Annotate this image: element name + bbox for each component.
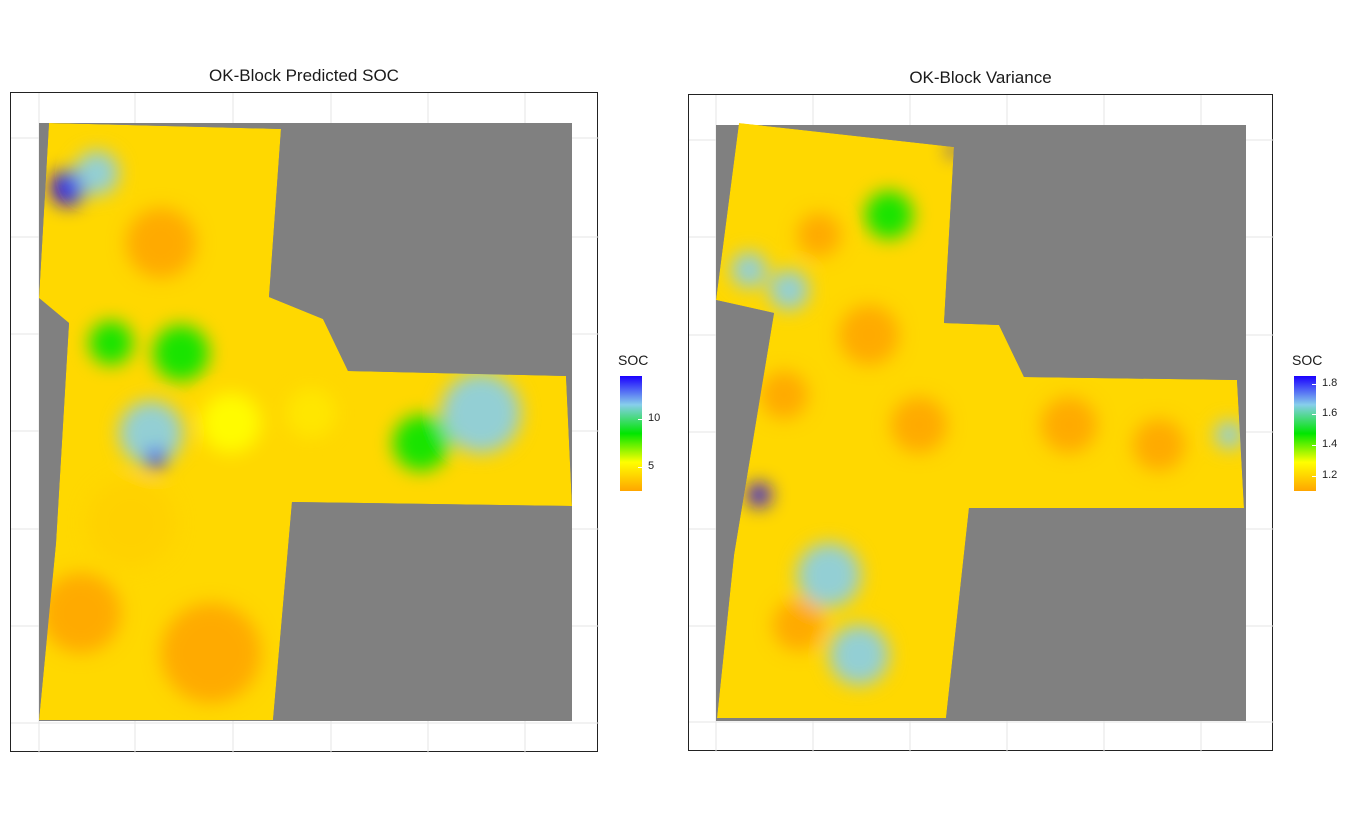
surface-patch: [1215, 421, 1243, 449]
right-legend-title: SOC: [1292, 352, 1323, 368]
field-surface: [39, 123, 572, 720]
surface-patch: [126, 208, 196, 278]
surface-patch: [146, 449, 166, 469]
surface-patch: [891, 397, 947, 453]
surface-patch: [829, 625, 889, 685]
legend-tick-label: 1.8: [1322, 376, 1338, 389]
surface-patch: [773, 599, 825, 651]
surface-patch: [41, 573, 121, 653]
surface-patch: [153, 325, 209, 381]
left-legend-title: SOC: [618, 352, 649, 368]
surface-patch: [1041, 397, 1097, 453]
surface-patch: [286, 388, 336, 438]
legend-tick-mark: [1312, 383, 1316, 385]
right-heatmap: [689, 95, 1274, 752]
right-plot-frame: [688, 94, 1274, 752]
legend-tick-label: 1.4: [1322, 438, 1338, 450]
legend-tick-label: 1.6: [1322, 407, 1338, 420]
legend-tick-mark: [1312, 445, 1316, 446]
surface-patch: [1133, 419, 1185, 471]
surface-patch: [201, 393, 261, 453]
left-legend-colorbar: [620, 376, 642, 491]
left-plot-title: OK-Block Predicted SOC: [209, 66, 399, 85]
left-plot-frame: [10, 92, 599, 753]
surface-patch: [441, 373, 521, 453]
surface-patch: [760, 371, 808, 419]
surface-patch: [731, 252, 767, 288]
legend-tick-mark: [638, 467, 642, 469]
right-legend-colorbar: [1294, 376, 1316, 491]
surface-patch: [161, 603, 261, 703]
surface-patch: [797, 213, 841, 257]
surface-patch: [393, 415, 449, 471]
surface-patch: [86, 478, 176, 568]
surface-patch: [839, 305, 899, 365]
right-plot-title: OK-Block Variance: [909, 68, 1052, 87]
surface-patch: [89, 321, 133, 365]
legend-tick-label: 1.2: [1322, 468, 1338, 481]
right-legend: SOC 1.2 1.4 1.6 1.8: [1292, 352, 1352, 502]
legend-tick-mark: [1312, 414, 1316, 416]
legend-tick-mark: [638, 419, 642, 421]
surface-patch: [75, 151, 119, 195]
surface-patch: [865, 191, 913, 239]
surface-patch: [747, 483, 771, 507]
surface-patch: [119, 401, 183, 465]
legend-tick-label: 10: [648, 412, 661, 425]
left-legend: SOC 5 10: [618, 352, 678, 502]
legend-tick-mark: [1312, 475, 1316, 477]
surface-patch: [769, 270, 809, 310]
left-heatmap: [11, 93, 599, 753]
surface-patch: [797, 543, 861, 607]
legend-tick-label: 5: [648, 460, 655, 473]
field-surface: [716, 123, 1244, 718]
